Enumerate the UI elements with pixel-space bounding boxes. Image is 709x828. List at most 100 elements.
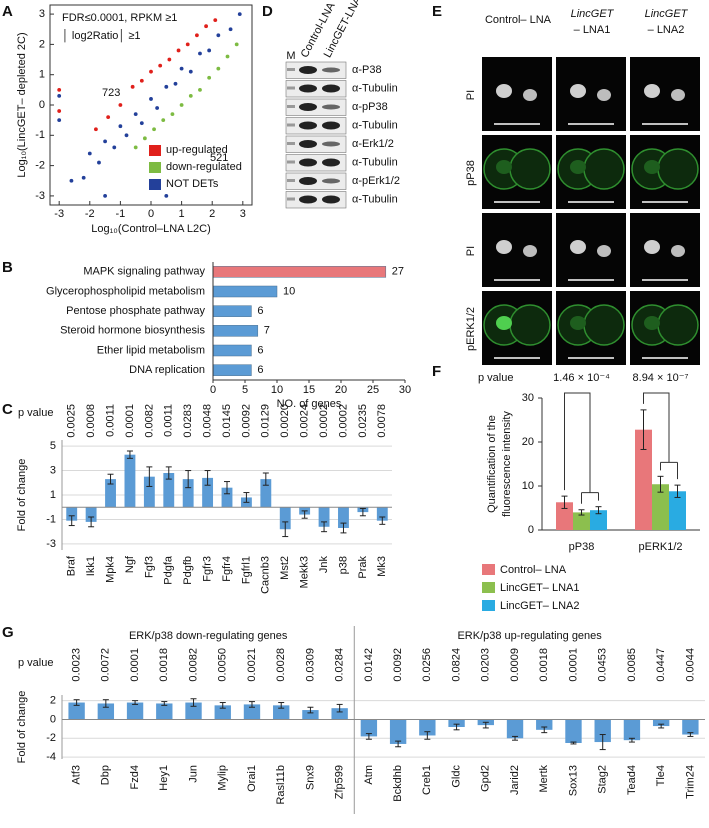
bar: [97, 703, 115, 720]
point: [69, 178, 74, 183]
micrograph: [482, 57, 552, 131]
error-bar: [190, 698, 197, 707]
error-bar: [336, 703, 343, 713]
p-value: 0.0009: [509, 648, 521, 682]
error-bar: [224, 481, 230, 495]
panel-letter: C: [2, 401, 13, 418]
category-label: Atm: [363, 765, 375, 785]
category-label: Glycerophospholipid metabolism: [46, 285, 205, 297]
panel-letter: G: [2, 624, 14, 641]
error-bar: [687, 732, 694, 737]
point: [124, 133, 129, 138]
error-bar: [146, 466, 153, 487]
bar: [273, 705, 290, 720]
significance-bracket: [643, 392, 678, 480]
category-label: Atf3: [71, 765, 83, 785]
p-value: 0.0011: [104, 404, 116, 437]
category-label: MAPK signaling pathway: [83, 266, 205, 278]
y-tick-label: 30: [522, 392, 534, 404]
category-label: Fgfr3: [201, 556, 213, 582]
point: [152, 127, 156, 132]
nucleus-signal: [570, 316, 586, 330]
p-value: 0.0092: [240, 404, 252, 438]
bar: [302, 710, 319, 720]
marker-band: [287, 197, 295, 201]
point: [57, 118, 62, 123]
point: [149, 69, 153, 74]
point: [195, 33, 199, 38]
bar: [536, 719, 553, 730]
blot-band: [322, 84, 340, 93]
x-tick-label: 2: [209, 208, 215, 220]
point: [179, 66, 184, 71]
y-tick-label: -3: [46, 538, 56, 550]
category-label: Trim24: [684, 765, 696, 799]
lane-label: M: [286, 50, 295, 62]
category-label: Steroid hormone biosynthesis: [60, 325, 205, 337]
micrograph: [630, 57, 700, 131]
y-tick-label: -1: [35, 129, 45, 141]
error-bar: [301, 510, 308, 519]
nucleus-signal: [644, 316, 660, 330]
point: [97, 160, 101, 165]
p-value-title: p value: [478, 372, 513, 384]
point: [57, 109, 62, 113]
error-bar: [161, 701, 168, 706]
error-bar: [359, 507, 366, 517]
category-label: Zfp599: [334, 765, 346, 799]
p-value: 0.0453: [597, 648, 609, 682]
legend-swatch: [482, 600, 495, 611]
error-bar: [674, 484, 681, 498]
blot-band: [299, 177, 317, 185]
p-value: 0.0082: [143, 404, 155, 438]
bar: [143, 476, 155, 508]
bar: [652, 719, 670, 727]
x-tick-label: 5: [242, 384, 248, 396]
bar: [360, 719, 378, 737]
point: [173, 81, 178, 86]
error-bar: [278, 702, 285, 709]
category-label: Pdgfa: [163, 555, 175, 585]
x-tick-label: 30: [399, 384, 411, 396]
y-axis-label: Quantification of the: [486, 415, 498, 513]
p-value: 0.0018: [158, 648, 170, 682]
nucleus-signal: [496, 160, 512, 174]
marker-band: [287, 160, 295, 164]
category-label: Gldc: [450, 765, 462, 788]
bar: [623, 719, 641, 741]
bar: [652, 484, 669, 530]
y-tick-label: 5: [50, 440, 56, 452]
error-bar: [658, 723, 665, 729]
p-value: 0.0309: [304, 648, 316, 682]
p-value: 0.0001: [124, 404, 136, 438]
error-bar: [570, 741, 577, 745]
point: [87, 151, 92, 156]
value-label: 6: [257, 344, 263, 356]
p-value: 0.0020: [279, 404, 291, 438]
p-value-title: p value: [18, 657, 53, 669]
point: [139, 121, 144, 126]
x-tick-label: 0: [210, 384, 216, 396]
category-label: Orai1: [246, 765, 258, 792]
error-bar: [512, 735, 519, 741]
error-bar: [395, 740, 402, 748]
row-label: PI: [465, 90, 477, 100]
bar: [182, 479, 194, 508]
p-value: 0.0001: [129, 648, 141, 682]
category-label: Mpk4: [104, 556, 116, 583]
x-tick-label: 10: [271, 384, 283, 396]
point: [170, 112, 175, 116]
bar: [419, 719, 436, 736]
point: [188, 94, 193, 98]
bar: [85, 507, 97, 522]
blot-band: [322, 158, 340, 167]
nucleus: [644, 84, 660, 98]
point: [155, 106, 160, 110]
y-tick-label: 20: [522, 436, 534, 448]
point: [139, 78, 144, 83]
value-label: 6: [257, 364, 263, 376]
point: [106, 115, 111, 120]
category-label: Mk3: [376, 556, 388, 577]
category-label: Pdgfb: [182, 556, 194, 585]
bar: [556, 502, 573, 530]
